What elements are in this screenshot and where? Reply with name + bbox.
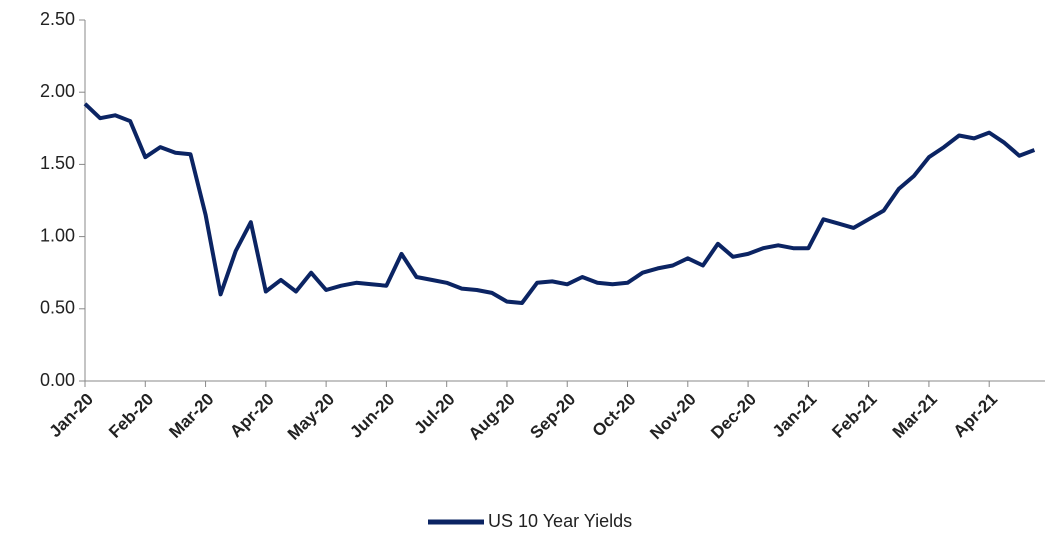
x-tick-label: Apr-21 (950, 390, 1002, 442)
legend-label: US 10 Year Yields (488, 511, 632, 531)
line (83, 102, 1036, 305)
x-tick-label: Oct-20 (589, 390, 640, 441)
x-tick-label: May-20 (284, 390, 338, 444)
x-tick-label: Jan-20 (45, 390, 97, 442)
y-tick-label: 0.50 (40, 298, 75, 318)
x-tick-label: Nov-20 (646, 390, 700, 444)
x-tick-label: Mar-21 (889, 390, 941, 442)
y-tick-label: 2.50 (40, 9, 75, 29)
y-tick-label: 1.50 (40, 153, 75, 173)
x-tick-label: Feb-20 (105, 390, 157, 442)
x-tick-label: Sep-20 (526, 390, 579, 443)
x-tick-label: Aug-20 (465, 390, 519, 444)
x-tick-label: Dec-20 (707, 390, 760, 443)
x-tick-label: Apr-20 (226, 390, 278, 442)
x-tick-label: Mar-20 (165, 390, 217, 442)
x-tick-label: Jan-21 (769, 390, 821, 442)
y-tick-label: 2.00 (40, 81, 75, 101)
x-tick-label: Feb-21 (828, 390, 880, 442)
x-tick-label: Jul-20 (410, 390, 458, 438)
y-tick-label: 1.00 (40, 225, 75, 245)
y-tick-label: 0.00 (40, 370, 75, 390)
x-tick-label: Jun-20 (346, 390, 398, 442)
